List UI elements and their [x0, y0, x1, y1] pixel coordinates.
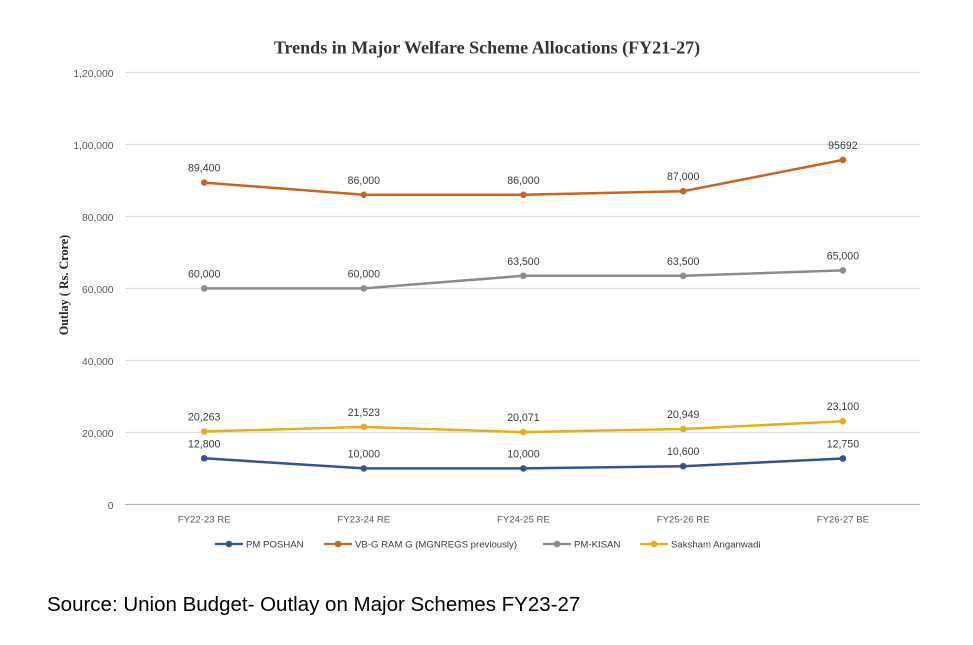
svg-text:PM POSHAN: PM POSHAN	[246, 539, 304, 550]
svg-text:20,263: 20,263	[188, 412, 221, 424]
svg-text:FY25-26 RE: FY25-26 RE	[657, 515, 710, 526]
svg-text:0: 0	[108, 501, 114, 512]
svg-text:VB-G RAM G (MGNREGS previously: VB-G RAM G (MGNREGS previously)	[355, 539, 517, 550]
svg-text:60,000: 60,000	[188, 268, 221, 280]
svg-text:FY26-27 BE: FY26-27 BE	[817, 515, 869, 526]
svg-text:Outlay ( Rs. Crore): Outlay ( Rs. Crore)	[57, 235, 71, 335]
svg-text:12,800: 12,800	[188, 438, 221, 450]
svg-text:12,750: 12,750	[827, 439, 860, 451]
svg-text:FY24-25 RE: FY24-25 RE	[497, 515, 550, 526]
svg-text:1,00,000: 1,00,000	[73, 141, 113, 152]
svg-text:FY22-23 RE: FY22-23 RE	[178, 515, 231, 526]
svg-text:60,000: 60,000	[348, 268, 381, 280]
svg-text:1,20,000: 1,20,000	[73, 69, 113, 80]
svg-text:Saksham Anganwadi: Saksham Anganwadi	[671, 539, 761, 550]
svg-text:23,100: 23,100	[827, 401, 860, 413]
svg-text:20,000: 20,000	[82, 429, 114, 440]
svg-text:PM-KISAN: PM-KISAN	[574, 539, 620, 550]
svg-text:10,000: 10,000	[507, 448, 540, 460]
svg-text:21,523: 21,523	[348, 407, 381, 419]
svg-text:95692: 95692	[828, 140, 858, 152]
svg-text:60,000: 60,000	[82, 285, 114, 296]
svg-text:20,949: 20,949	[667, 409, 700, 421]
svg-text:65,000: 65,000	[827, 250, 860, 262]
svg-text:FY23-24 RE: FY23-24 RE	[337, 515, 390, 526]
svg-text:80,000: 80,000	[82, 213, 114, 224]
svg-text:63,500: 63,500	[507, 256, 540, 268]
svg-text:10,600: 10,600	[667, 446, 700, 458]
svg-text:63,500: 63,500	[667, 256, 700, 268]
svg-text:89,400: 89,400	[188, 163, 221, 175]
svg-text:40,000: 40,000	[82, 357, 114, 368]
svg-text:86,000: 86,000	[348, 175, 381, 187]
svg-text:Source: Union Budget- Outlay o: Source: Union Budget- Outlay on Major Sc…	[47, 593, 580, 616]
svg-text:10,000: 10,000	[348, 448, 381, 460]
svg-text:20,071: 20,071	[507, 412, 540, 424]
svg-text:87,000: 87,000	[667, 171, 700, 183]
svg-text:86,000: 86,000	[507, 175, 540, 187]
svg-text:Trends in Major Welfare Scheme: Trends in Major Welfare Scheme Allocatio…	[274, 38, 700, 59]
